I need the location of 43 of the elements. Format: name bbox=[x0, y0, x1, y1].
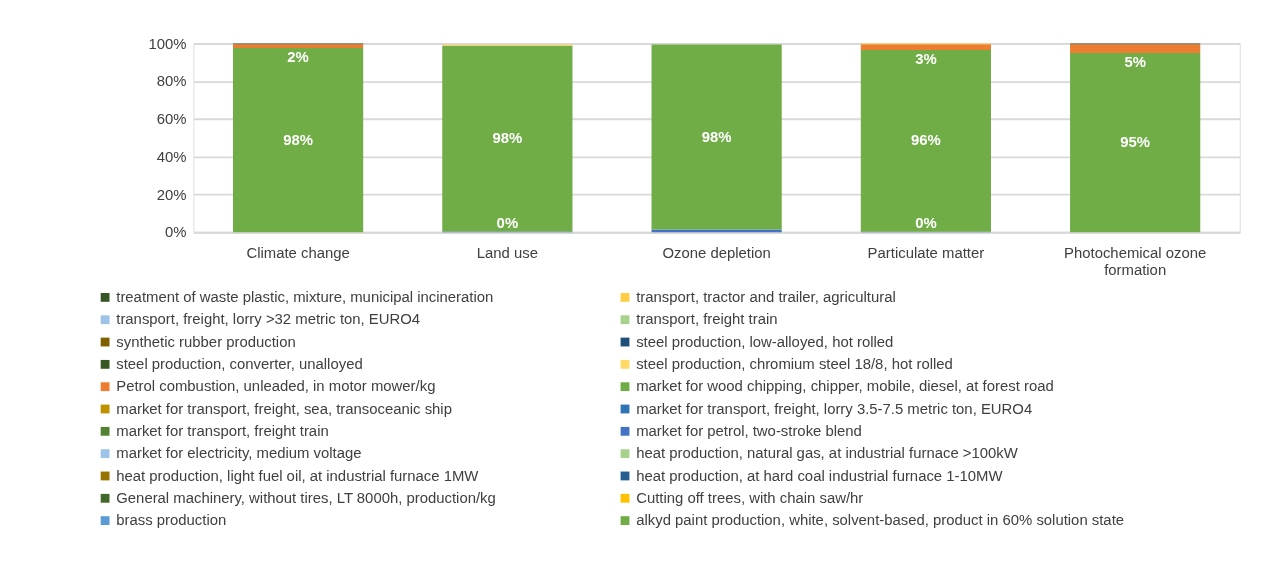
legend-label: Petrol combustion, unleaded, in motor mower/kg bbox=[116, 378, 436, 395]
legend-label: Cutting off trees, with chain saw/hr bbox=[636, 489, 864, 506]
legend-label: market for transport, freight, sea, transoceanic ship bbox=[116, 400, 452, 417]
data-label: 0% bbox=[915, 215, 937, 231]
y-tick-label: 40% bbox=[156, 148, 187, 165]
x-tick-label: Particulate matter bbox=[867, 244, 985, 261]
legend-label: heat production, at hard coal industrial furnace 1-10MW bbox=[636, 467, 1003, 484]
data-label: 98% bbox=[492, 130, 523, 147]
y-tick-label: 20% bbox=[156, 186, 187, 203]
data-label: 95% bbox=[1120, 134, 1151, 151]
data-label: 96% bbox=[911, 132, 941, 149]
data-label: 98% bbox=[283, 131, 313, 148]
legend-label: market for transport, freight, lorry 3.5-7.5 metric ton, EURO4 bbox=[636, 400, 1033, 417]
legend-label: market for wood chipping, chipper, mobile, diesel, at forest road bbox=[636, 378, 1054, 395]
legend-label: market for transport, freight train bbox=[116, 422, 329, 439]
y-tick-label: 60% bbox=[156, 111, 187, 128]
data-label: 5% bbox=[1124, 53, 1146, 70]
y-tick-label: 100% bbox=[148, 35, 187, 52]
y-tick-label: 0% bbox=[164, 224, 187, 241]
legend-label: steel production, converter, unalloyed bbox=[116, 356, 363, 373]
data-label: 2% bbox=[287, 48, 309, 65]
legend-label: transport, freight train bbox=[636, 311, 778, 328]
legend-label: transport, tractor and trailer, agricultural bbox=[636, 289, 896, 306]
y-tick-label: 80% bbox=[156, 73, 187, 90]
legend-label: heat production, light fuel oil, at industrial furnace 1MW bbox=[116, 467, 479, 484]
legend-label: steel production, low-alloyed, hot rolled bbox=[636, 333, 894, 350]
x-tick-label: Photochemical ozone formation bbox=[1064, 244, 1207, 278]
data-label: 0% bbox=[496, 214, 519, 231]
legend-label: market for electricity, medium voltage bbox=[116, 445, 362, 462]
legend-label: alkyd paint production, white, solvent-based, product in 60% solution state bbox=[636, 512, 1125, 529]
x-tick-label: Land use bbox=[476, 244, 538, 261]
legend-label: brass production bbox=[116, 512, 227, 529]
data-label: 98% bbox=[701, 128, 732, 145]
legend-label: treatment of waste plastic, mixture, municipal incineration bbox=[116, 289, 494, 306]
legend-label: General machinery, without tires, LT 8000h, production/kg bbox=[116, 489, 496, 506]
legend-label: market for petrol, two-stroke blend bbox=[636, 422, 862, 439]
x-tick-label: Ozone depletion bbox=[662, 244, 771, 261]
legend-label: synthetic rubber production bbox=[116, 333, 296, 350]
data-label: 3% bbox=[915, 50, 937, 67]
legend-label: steel production, chromium steel 18/8, hot rolled bbox=[636, 356, 953, 373]
legend-label: heat production, natural gas, at industrial furnace >100kW bbox=[636, 445, 1018, 462]
legend-label: transport, freight, lorry >32 metric ton, EURO4 bbox=[116, 311, 421, 328]
x-tick-label: Climate change bbox=[246, 244, 350, 261]
